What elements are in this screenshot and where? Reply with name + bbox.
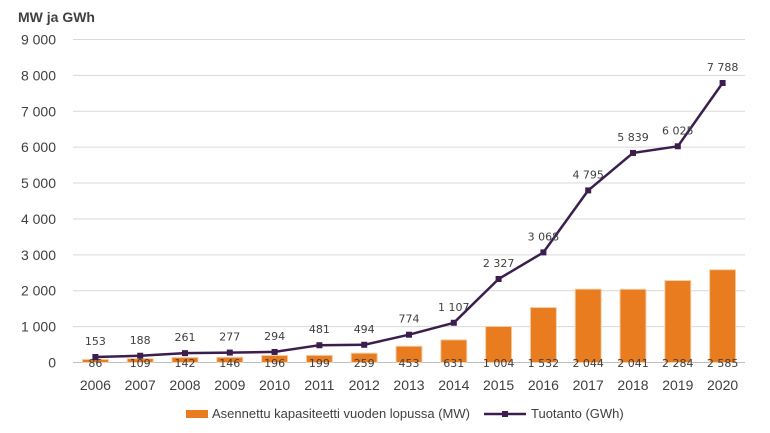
line-marker [271,348,278,355]
bar-capacity [574,288,602,363]
x-tick-label: 2020 [707,377,738,393]
line-marker [182,350,188,357]
line-series [92,79,726,361]
bar-data-label: 199 [309,357,330,370]
bar-capacity [619,288,647,363]
y-tick-label: 6 000 [21,139,56,155]
y-axis-ticks: 0 1 000 2 000 3 000 4 000 5 000 6 000 7 000 8 00… [21,32,56,371]
bar-data-label: 86 [88,357,102,370]
y-tick-label: 0 [48,355,56,371]
line-marker [630,149,636,156]
bar-data-label: 2 585 [707,357,739,370]
bar-capacity [709,269,737,364]
legend-marker-production [502,411,508,417]
line-marker [450,319,457,326]
bar-data-label: 2 041 [617,357,649,370]
line-data-label: 5 839 [617,131,649,144]
line-data-label: 153 [85,335,106,348]
line-data-label: 277 [219,331,240,344]
y-tick-label: 3 000 [21,247,56,263]
x-axis-ticks: 2006 2007 2008 2009 2010 2011 2012 2013 2014 2015… [80,377,739,393]
y-axis-title: MW ja GWh [18,9,95,25]
bar-data-label: 142 [175,357,196,370]
x-tick-label: 2011 [304,377,334,393]
line-data-label: 6 025 [662,124,694,137]
bar-capacity [485,325,513,364]
x-tick-label: 2009 [214,377,245,393]
legend-label-capacity: Asennettu kapasiteetti vuoden lopussa (M… [212,406,470,421]
bar-capacity [529,307,557,363]
bar-capacity [261,354,289,364]
line-marker [406,331,412,338]
line-marker [226,349,233,356]
line-marker [137,352,144,359]
line-marker [361,341,368,348]
line-data-labels: 153 188 261 277 294 481 494 774 1 107 2 327 3 068 4… [85,61,738,348]
y-tick-label: 8 000 [21,67,56,83]
bar-data-label: 109 [130,357,151,370]
line-marker [92,354,99,361]
line-marker [719,79,726,86]
legend-label-production: Tuotanto (GWh) [531,406,624,421]
x-tick-label: 2016 [528,377,559,393]
x-tick-label: 2014 [438,377,469,393]
line-marker [540,249,547,256]
y-tick-label: 7 000 [21,103,56,119]
x-tick-label: 2010 [259,377,290,393]
bar-capacity [171,356,199,364]
line-marker [585,187,592,194]
bar-series [81,269,737,364]
x-tick-label: 2013 [393,377,424,393]
y-tick-label: 5 000 [21,175,56,191]
bar-data-label: 631 [443,357,464,370]
y-tick-label: 1 000 [21,319,56,335]
bar-capacity [440,339,468,364]
bar-data-labels: 86 109 142 146 196 199 259 453 631 1 004 1 532 2 04… [88,357,738,370]
legend: Asennettu kapasiteetti vuoden lopussa (M… [186,406,624,421]
x-tick-label: 2006 [80,377,111,393]
legend-swatch-capacity [186,410,208,418]
bar-capacity [350,352,378,363]
line-marker [316,342,323,349]
bar-data-label: 196 [264,357,285,370]
line-marker [495,275,502,282]
line-data-label: 481 [309,323,330,336]
line-data-label: 494 [354,323,375,336]
bar-data-label: 1 004 [483,357,515,370]
line-data-label: 1 107 [438,301,470,314]
x-tick-label: 2015 [483,377,514,393]
x-tick-label: 2018 [617,377,648,393]
line-data-label: 188 [130,334,151,347]
line-data-label: 774 [399,313,420,326]
gridlines [73,39,745,363]
line-data-label: 294 [264,330,285,343]
x-tick-label: 2017 [573,377,604,393]
bar-capacity [664,280,692,364]
line-data-label: 7 788 [707,61,739,74]
bar-data-label: 259 [354,357,375,370]
y-tick-label: 9 000 [21,32,56,48]
x-tick-label: 2012 [349,377,380,393]
line-data-label: 3 068 [528,230,560,243]
bar-data-label: 2 044 [572,357,604,370]
bar-data-label: 1 532 [528,357,560,370]
line-marker [674,143,681,150]
bar-data-label: 2 284 [662,357,694,370]
x-tick-label: 2007 [125,377,156,393]
bar-capacity [305,354,333,364]
bar-capacity [216,356,244,364]
line-data-label: 2 327 [483,257,515,270]
line-data-label: 261 [175,331,196,344]
y-tick-label: 2 000 [21,283,56,299]
x-tick-label: 2019 [662,377,693,393]
x-tick-label: 2008 [169,377,200,393]
bar-capacity [395,345,423,364]
y-tick-label: 4 000 [21,211,56,227]
bar-data-label: 453 [399,357,420,370]
line-data-label: 4 795 [572,168,604,181]
bar-data-label: 146 [219,357,240,370]
